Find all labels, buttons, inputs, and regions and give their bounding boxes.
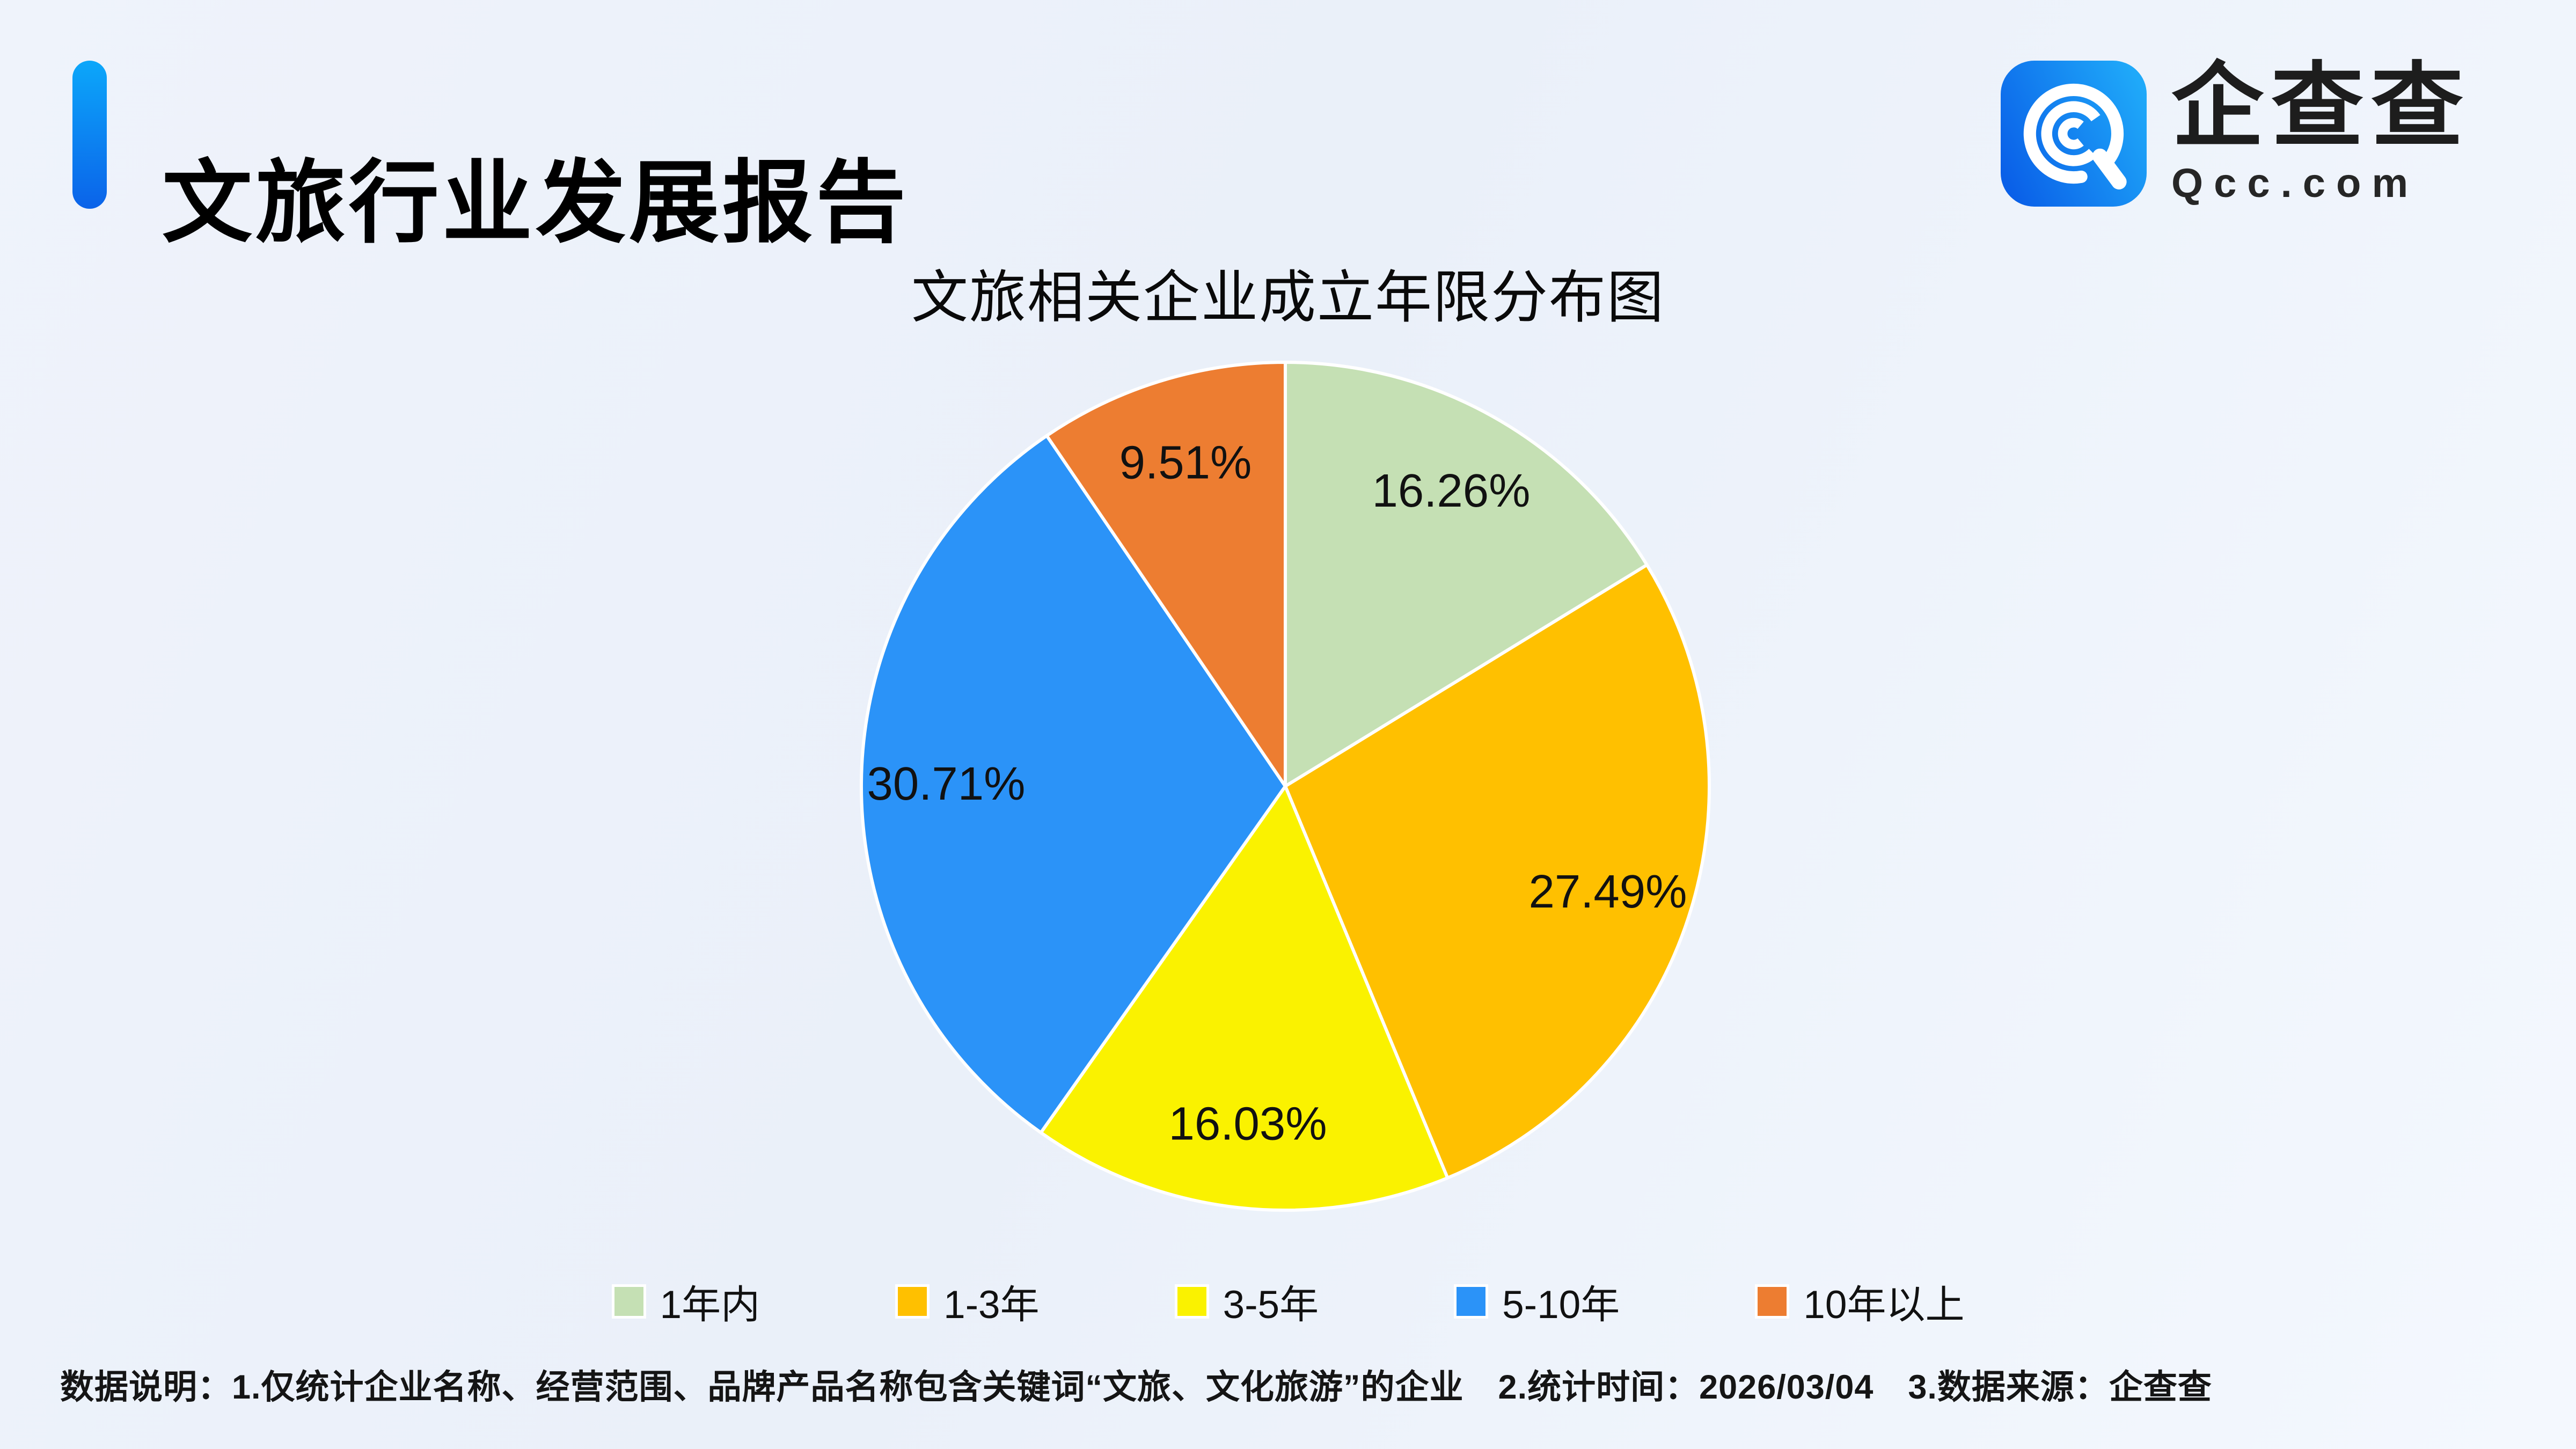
data-notes: 数据说明：1.仅统计企业名称、经营范围、品牌产品名称包含关键词“文旅、文化旅游”… [60,1368,2212,1406]
legend-item-5-10年: 5-10年 [1454,1273,1620,1330]
legend-item-1-3年: 1-3年 [895,1273,1040,1330]
legend-swatch [895,1284,930,1319]
pie-slice-label: 9.51% [1119,436,1252,488]
pie-chart-area: 16.26% 27.49% 16.03% 30.71% 9.51% [835,335,1736,1237]
pie-slice-3-5年 [1039,785,1450,1212]
pie-slice-10年以上 [1045,361,1287,788]
pie-slice-label: 27.49% [1528,866,1687,918]
pie-chart: 16.26% 27.49% 16.03% 30.71% 9.51% [859,361,1711,1212]
pie-slice-label: 16.03% [1169,1098,1327,1150]
pie-slice-1年内 [1284,361,1649,788]
legend-item-1年内: 1年内 [611,1273,760,1330]
legend-label: 5-10年 [1502,1283,1620,1327]
legend-label: 1-3年 [943,1283,1040,1327]
pie-slice-1-3年 [1284,563,1711,1180]
chart-title: 文旅相关企业成立年限分布图 [911,266,1665,330]
chart-legend: 1年内 1-3年 3-5年 5-10年 10年以上 [0,1273,2576,1330]
legend-swatch [611,1284,646,1319]
title-accent-bar [72,61,107,209]
pie-slice-label: 30.71% [867,758,1025,810]
legend-item-3-5年: 3-5年 [1174,1273,1319,1330]
legend-label: 1年内 [660,1283,760,1327]
legend-swatch [1755,1284,1790,1319]
legend-label: 10年以上 [1803,1283,1965,1327]
brand-block: 企查查 Qcc.com [2001,60,2471,207]
legend-label: 3-5年 [1223,1283,1319,1327]
legend-swatch [1454,1284,1489,1319]
legend-swatch [1174,1284,1209,1319]
brand-text: 企查查 Qcc.com [2171,60,2471,207]
brand-domain: Qcc.com [2171,160,2419,206]
page-title: 文旅行业发展报告 [162,152,909,254]
pie-slice-label: 16.26% [1372,465,1530,517]
brand-name: 企查查 [2171,55,2471,158]
pie-slice-5-10年 [859,434,1287,1135]
legend-item-10年以上: 10年以上 [1755,1273,1964,1330]
qcc-magnifier-icon [2001,60,2147,207]
